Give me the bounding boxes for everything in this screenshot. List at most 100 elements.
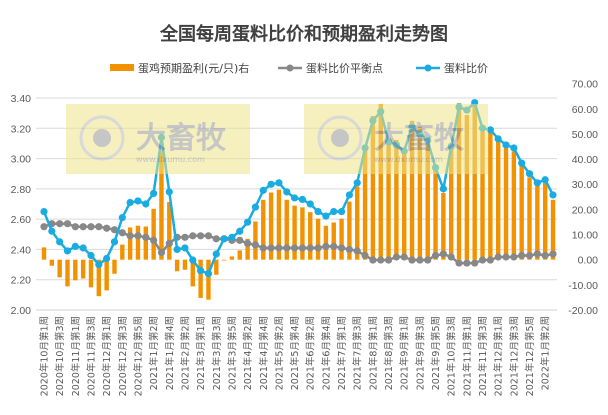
breakeven-point [486, 256, 494, 264]
ratio-point [134, 197, 142, 205]
x-tick-label: 2021年5月第4周 [289, 316, 301, 390]
ratio-point [110, 238, 119, 246]
ratio-point [533, 179, 541, 187]
breakeven-point [400, 253, 408, 261]
ratio-point [40, 207, 48, 216]
ratio-point [63, 247, 72, 255]
ratio-point [142, 200, 150, 208]
x-tick-label: 2021年10月第3周 [446, 316, 458, 396]
ratio-point [345, 191, 353, 199]
legend-label-breakeven: 蛋料比价平衡点 [306, 61, 383, 75]
ratio-point [541, 176, 549, 184]
chart-title: 全国每周蛋料比价和预期盈利走势图 [159, 23, 448, 45]
ratio-point [330, 207, 338, 216]
x-tick-label: 2022年1月第2周 [540, 316, 552, 390]
watermark-brand: 大畜牧 [136, 121, 227, 156]
breakeven-point [212, 235, 220, 243]
breakeven-point [322, 242, 330, 250]
x-tick-label: 2021年7月第1周 [336, 316, 348, 390]
x-tick-label: 2021年1月第2周 [148, 316, 160, 390]
breakeven-point [384, 256, 393, 264]
ratio-point [150, 189, 158, 197]
breakeven-point [118, 229, 126, 237]
breakeven-point [478, 256, 487, 264]
legend-marker-ratio [424, 64, 432, 72]
profit-bar [362, 144, 368, 260]
breakeven-point [549, 250, 557, 258]
profit-bar [214, 259, 219, 275]
legend-label-profit: 蛋鸡预期盈利(元/只)右 [138, 61, 249, 75]
breakeven-point [236, 236, 244, 244]
breakeven-point [314, 244, 322, 252]
x-tick-label: 2021年2月第2周 [179, 316, 191, 390]
breakeven-point [244, 239, 252, 247]
ratio-point [189, 256, 197, 264]
breakeven-point [71, 223, 79, 231]
breakeven-point [251, 241, 260, 249]
breakeven-point [463, 259, 471, 267]
breakeven-point [283, 244, 291, 252]
breakeven-point [408, 256, 416, 264]
profit-bar [135, 225, 141, 260]
breakeven-point [431, 251, 440, 260]
left-axis: 2.00 2.20 2.40 2.60 2.80 3.00 3.20 3.40 [11, 93, 32, 317]
ratio-point [103, 254, 111, 263]
profit-bar [542, 181, 548, 260]
right-tick-label: 30.00 [572, 179, 598, 191]
left-tick-label: 3.40 [11, 93, 32, 105]
profit-bar [370, 116, 376, 260]
profit-bar [503, 145, 509, 260]
ratio-point [275, 179, 283, 187]
right-tick-label: 50.00 [572, 129, 598, 141]
breakeven-point [189, 232, 197, 240]
profit-bar [355, 186, 360, 260]
profit-bar [535, 184, 540, 260]
breakeven-point [392, 253, 400, 261]
legend-marker-breakeven [286, 64, 294, 72]
profit-bar [221, 259, 227, 261]
profit-bar [268, 192, 274, 260]
profit-bar [49, 259, 55, 266]
left-tick-label: 2.40 [11, 244, 32, 256]
x-tick-label: 2020年12月第5周 [132, 316, 144, 396]
breakeven-point [471, 259, 479, 267]
legend-swatch-profit [110, 64, 134, 71]
profit-bar [41, 247, 47, 260]
profit-bar [488, 132, 493, 260]
x-tick-label: 2020年11月第3周 [85, 316, 97, 396]
right-tick-label: 10.00 [572, 230, 598, 242]
x-tick-label: 2021年11月第3周 [477, 316, 489, 396]
breakeven-point [165, 239, 173, 247]
profit-bar [206, 259, 211, 300]
profit-bar [527, 177, 532, 260]
breakeven-point [525, 251, 534, 260]
x-axis: 2020年10月第1周 2020年10月第3周 2020年11月第1周 2020年11… [39, 316, 552, 396]
x-tick-label: 2020年12月第3周 [117, 316, 129, 396]
profit-bar [300, 207, 305, 260]
profit-bar [386, 138, 391, 260]
profit-bar [88, 259, 94, 288]
breakeven-point [63, 220, 72, 228]
profit-bar [198, 259, 203, 298]
ratio-point [79, 244, 87, 252]
x-tick-label: 2020年10月第1周 [39, 316, 51, 396]
x-tick-label: 2021年5月第2周 [273, 316, 285, 390]
profit-bar [143, 226, 148, 260]
breakeven-point [150, 236, 158, 244]
x-tick-label: 2020年12月第1周 [101, 316, 113, 396]
ratio-point [525, 170, 534, 178]
right-tick-label: 20.00 [572, 204, 598, 216]
lines [40, 98, 557, 278]
ratio-point [118, 214, 126, 222]
left-tick-label: 3.20 [11, 123, 32, 135]
ratio-point [95, 260, 103, 269]
breakeven-point [204, 232, 213, 240]
profit-bar [182, 259, 188, 270]
watermark-brand: 大畜牧 [374, 121, 465, 156]
breakeven-point [197, 232, 205, 240]
breakeven-point [369, 256, 377, 264]
x-tick-label: 2021年3月第1周 [195, 316, 207, 390]
x-tick-label: 2021年12月第3周 [508, 316, 520, 396]
